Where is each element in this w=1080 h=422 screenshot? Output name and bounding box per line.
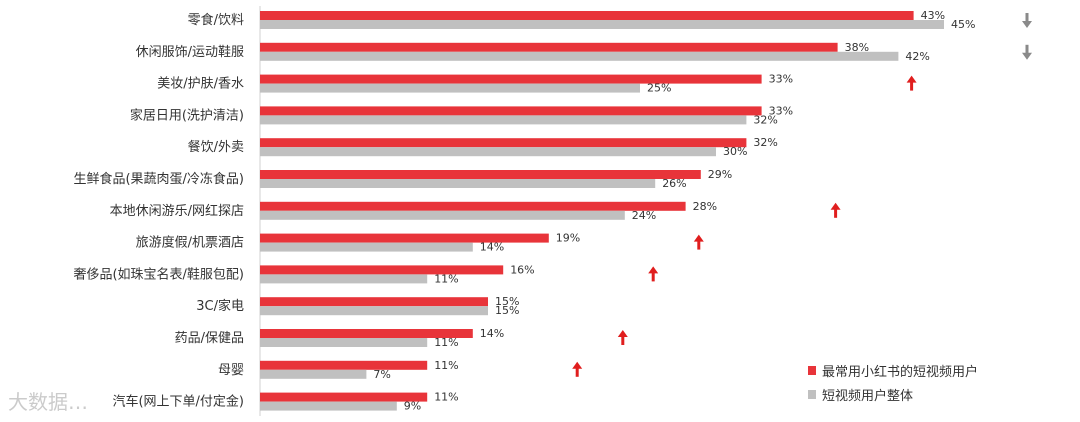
data-label-series-1: 32% <box>753 136 777 149</box>
legend-swatch-series-1 <box>808 365 816 375</box>
data-label-series-2: 30% <box>723 145 747 158</box>
legend: 最常用小红书的短视频用户 短视频用户整体 <box>808 358 978 406</box>
category-label: 本地休闲游乐/网红探店 <box>110 203 244 219</box>
data-label-series-2: 9% <box>404 400 421 413</box>
bar-series-2 <box>260 274 428 284</box>
data-label-series-1: 28% <box>693 200 717 213</box>
trend-up-arrow-icon <box>906 75 917 91</box>
data-label-series-1: 38% <box>845 41 869 54</box>
data-label-series-2: 45% <box>951 18 975 31</box>
trend-up-arrow-icon <box>572 361 583 377</box>
data-label-series-1: 11% <box>434 359 458 372</box>
bar-series-1 <box>260 11 914 20</box>
bar-series-2 <box>260 210 625 220</box>
legend-label-series-2: 短视频用户整体 <box>822 388 914 404</box>
category-label: 旅游度假/机票酒店 <box>136 235 244 251</box>
bar-series-1 <box>260 233 549 243</box>
bar-series-1 <box>260 74 762 84</box>
data-label-series-2: 26% <box>662 177 686 190</box>
data-label-series-1: 15% <box>495 295 519 308</box>
legend-label-series-1: 最常用小红书的短视频用户 <box>822 364 979 380</box>
trend-up-arrow-icon <box>648 266 659 282</box>
data-label-series-2: 11% <box>434 272 458 285</box>
category-label: 3C/家电 <box>196 298 244 314</box>
data-label-series-2: 24% <box>632 209 656 222</box>
trend-down-arrow-icon <box>1022 44 1032 60</box>
trend-down-arrow-icon <box>1022 13 1032 28</box>
data-label-series-2: 32% <box>753 113 777 126</box>
category-label: 家居日用(洗护清洁) <box>130 107 244 123</box>
category-label: 餐饮/外卖 <box>188 139 244 155</box>
category-label: 零食/饮料 <box>188 12 244 28</box>
bar-series-2 <box>260 20 944 29</box>
bar-series-2 <box>260 306 488 316</box>
category-label: 汽车(网上下单/付定金) <box>112 394 244 410</box>
bar-series-1 <box>260 265 504 275</box>
bar-series-2 <box>260 242 473 252</box>
data-label-series-1: 11% <box>434 391 458 404</box>
bar-series-2 <box>260 369 367 379</box>
bar-series-2 <box>260 338 428 347</box>
data-label-series-1: 16% <box>510 263 534 276</box>
bar-series-1 <box>260 138 747 148</box>
data-label-series-2: 7% <box>373 368 390 381</box>
data-label-series-1: 33% <box>769 73 793 86</box>
legend-item-series-1: 最常用小红书的短视频用户 <box>808 358 978 382</box>
bar-series-1 <box>260 360 428 370</box>
data-label-series-2: 42% <box>905 50 929 63</box>
category-label: 生鲜食品(果蔬肉蛋/冷冻食品) <box>73 171 244 187</box>
bar-series-2 <box>260 147 716 157</box>
data-label-series-1: 29% <box>708 168 732 181</box>
trend-up-arrow-icon <box>830 202 841 218</box>
bar-series-1 <box>260 201 686 211</box>
category-label: 美妆/护肤/香水 <box>157 77 244 92</box>
data-label-series-2: 11% <box>434 336 458 349</box>
data-label-series-2: 15% <box>495 304 519 317</box>
bar-series-1 <box>260 297 488 307</box>
category-label: 母婴 <box>218 363 244 378</box>
bar-series-1 <box>260 42 838 52</box>
bar-series-2 <box>260 115 747 125</box>
legend-item-series-2: 短视频用户整体 <box>808 382 978 406</box>
bar-series-2 <box>260 83 640 93</box>
legend-swatch-series-2 <box>808 389 816 399</box>
bar-series-1 <box>260 170 701 179</box>
bar-series-2 <box>260 51 899 61</box>
data-label-series-2: 14% <box>480 241 504 254</box>
watermark-text: 大数据… <box>8 390 88 414</box>
category-label: 休闲服饰/运动鞋服 <box>136 44 244 60</box>
trend-up-arrow-icon <box>693 234 704 250</box>
data-label-series-1: 19% <box>556 232 580 245</box>
category-label: 奢侈品(如珠宝名表/鞋服包配) <box>73 266 244 282</box>
data-label-series-1: 14% <box>480 327 504 340</box>
data-label-series-1: 43% <box>921 9 945 22</box>
bar-series-1 <box>260 329 473 338</box>
bar-series-2 <box>260 401 397 411</box>
trend-up-arrow-icon <box>617 330 628 345</box>
bar-series-2 <box>260 179 656 188</box>
bar-series-1 <box>260 392 428 402</box>
category-label: 药品/保健品 <box>175 331 244 346</box>
bar-series-1 <box>260 106 762 116</box>
data-label-series-2: 25% <box>647 82 671 95</box>
data-label-series-1: 33% <box>769 104 793 117</box>
